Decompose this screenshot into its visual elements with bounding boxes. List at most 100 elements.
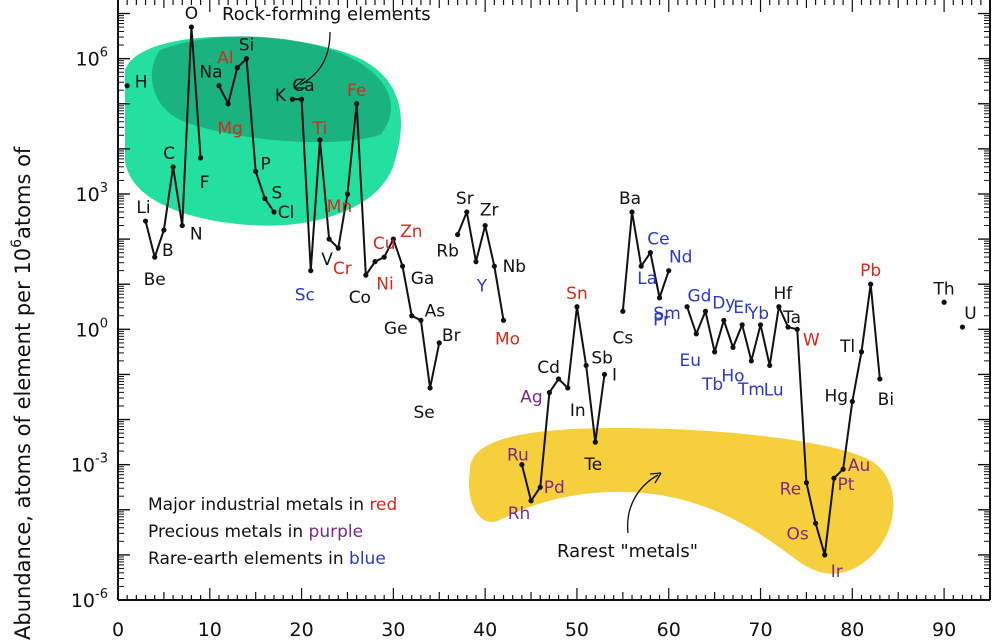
- label-ag: Ag: [520, 387, 542, 407]
- point-pd: [537, 484, 543, 490]
- y-tick-base: 10: [71, 590, 95, 612]
- point-ga: [399, 263, 406, 269]
- legend-line-rare-earth: Rare-earth elements in blue: [148, 549, 386, 569]
- label-ru: Ru: [507, 446, 529, 466]
- point-yb: [757, 322, 764, 328]
- y-tick-label: 103: [76, 181, 108, 206]
- point-cr: [335, 245, 341, 251]
- point-nd: [666, 268, 672, 274]
- label-os: Os: [786, 524, 808, 544]
- point-rh: [528, 498, 534, 504]
- label-th: Th: [933, 279, 955, 299]
- point-cd: [555, 376, 562, 382]
- label-er: Er: [733, 298, 751, 318]
- point-v: [326, 236, 332, 242]
- y-tick-label: 100: [76, 316, 108, 341]
- rarest-metals-arrowhead: [649, 472, 662, 484]
- point-re: [803, 480, 810, 486]
- point-er: [739, 322, 745, 328]
- x-tick-label: 80: [840, 619, 864, 640]
- label-cr: Cr: [333, 259, 352, 279]
- legend-precious-prefix: Precious metals in: [148, 522, 309, 542]
- y-tick-label: 10-6: [71, 587, 108, 612]
- point-sc: [308, 268, 314, 274]
- label-pr: Pr: [653, 311, 670, 331]
- label-na: Na: [199, 63, 222, 83]
- point-k: [289, 96, 295, 102]
- y-tick-base: 10: [76, 184, 100, 206]
- point-si: [243, 56, 250, 62]
- label-u: U: [964, 304, 976, 324]
- point-zr: [482, 222, 488, 229]
- label-sm: Sm: [653, 304, 680, 324]
- label-ca: Ca: [292, 76, 314, 96]
- point-mn: [344, 191, 351, 197]
- y-tick-base: 10: [71, 455, 95, 477]
- label-i: I: [612, 365, 617, 385]
- legend: Major industrial metals in red Precious …: [148, 495, 397, 569]
- label-ce: Ce: [647, 230, 669, 250]
- point-hg: [849, 398, 855, 405]
- series-segment: [621, 211, 670, 312]
- label-re: Re: [780, 480, 802, 500]
- label-al: Al: [217, 49, 233, 69]
- point-ti: [317, 137, 323, 143]
- label-cu: Cu: [373, 234, 396, 254]
- label-cl: Cl: [278, 203, 295, 223]
- point-tm: [748, 358, 754, 364]
- point-rb: [455, 231, 461, 238]
- point-os: [813, 520, 819, 526]
- point-na: [216, 83, 222, 89]
- label-ba: Ba: [619, 189, 641, 209]
- label-n: N: [190, 225, 203, 245]
- label-cd: Cd: [537, 358, 560, 378]
- y-tick-base: 10: [76, 49, 100, 71]
- series-points: [124, 24, 966, 558]
- point-ho: [730, 344, 736, 350]
- label-h: H: [135, 73, 148, 93]
- label-tm: Tm: [737, 380, 765, 400]
- y-tick-exp: 6: [100, 46, 108, 61]
- point-ag: [546, 389, 553, 396]
- label-te: Te: [583, 455, 602, 475]
- label-hg: Hg: [825, 387, 849, 407]
- label-li: Li: [136, 198, 150, 218]
- point-b: [161, 227, 167, 233]
- point-o: [188, 24, 195, 30]
- point-y: [473, 259, 479, 265]
- rarest-metals-region: [468, 428, 894, 574]
- point-n: [179, 222, 185, 229]
- point-ru: [519, 462, 525, 468]
- point-cu: [381, 254, 387, 260]
- label-ho: Ho: [721, 366, 744, 386]
- label-p: P: [261, 154, 271, 174]
- point-u: [959, 324, 966, 330]
- point-f: [198, 155, 204, 161]
- point-li: [142, 218, 149, 224]
- series-segment: [456, 211, 505, 321]
- point-ni: [372, 259, 378, 265]
- label-v: V: [321, 250, 333, 270]
- point-br: [436, 340, 442, 346]
- label-b: B: [162, 241, 174, 261]
- point-sn: [574, 304, 580, 310]
- label-rh: Rh: [508, 504, 531, 524]
- point-i: [601, 371, 608, 378]
- rock-forming-label: Rock-forming elements: [222, 4, 431, 25]
- label-gd: Gd: [687, 286, 711, 306]
- point-au: [840, 466, 846, 472]
- y-tick-base: 10: [76, 319, 100, 341]
- point-ta: [785, 324, 791, 330]
- label-mo: Mo: [495, 329, 520, 349]
- label-si: Si: [239, 36, 255, 56]
- label-pd: Pd: [544, 478, 565, 498]
- label-mg: Mg: [217, 119, 242, 139]
- series-segment: [686, 283, 881, 556]
- y-tick-exp: -6: [95, 587, 108, 602]
- x-tick-label: 30: [381, 619, 405, 640]
- point-lu: [767, 362, 773, 369]
- point-ge: [409, 313, 415, 319]
- series-segment: [520, 305, 606, 502]
